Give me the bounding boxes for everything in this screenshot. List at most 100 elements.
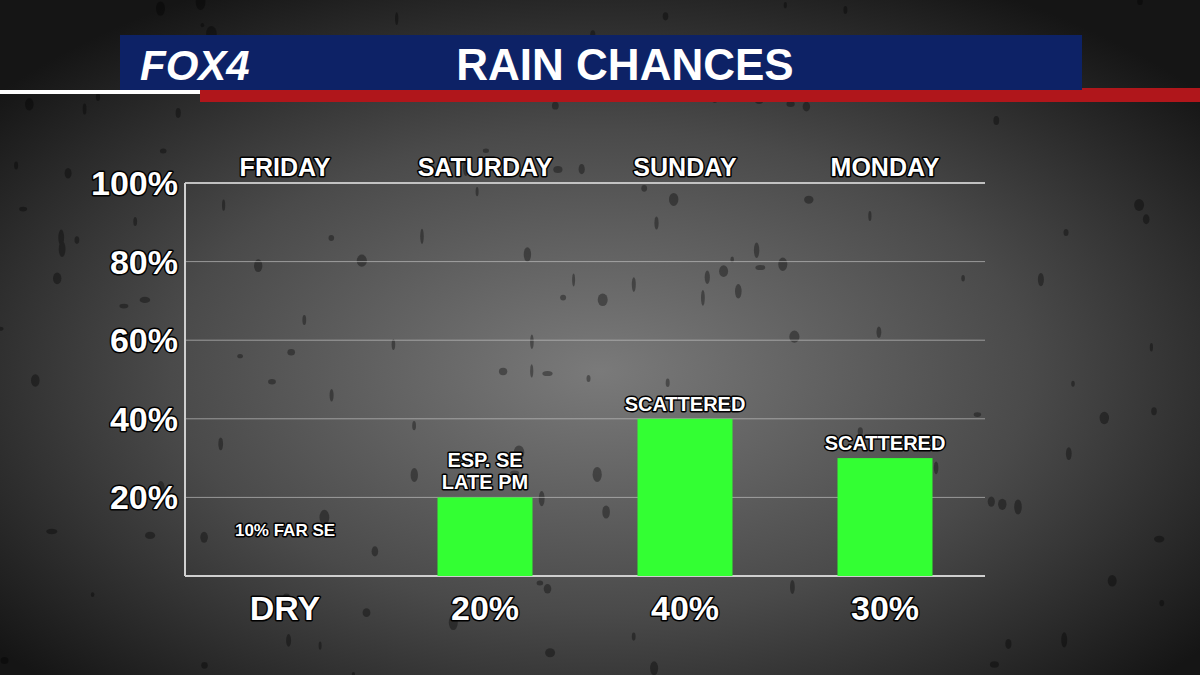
droplet: [363, 608, 371, 617]
droplet: [1150, 343, 1153, 352]
droplet: [46, 529, 57, 534]
droplet: [201, 23, 205, 27]
droplet: [1005, 639, 1011, 649]
droplet: [598, 293, 608, 306]
droplet: [156, 1, 165, 15]
droplet: [19, 207, 27, 212]
droplet: [237, 354, 243, 358]
annotation-line: SCATTERED: [825, 432, 946, 454]
droplet: [329, 235, 335, 241]
droplet: [31, 374, 40, 386]
droplet: [0, 327, 4, 331]
annotation: SCATTERED: [625, 393, 746, 415]
droplet: [877, 326, 882, 338]
droplet: [140, 297, 151, 303]
droplet: [735, 284, 742, 298]
droplet: [790, 580, 795, 594]
droplet: [1159, 600, 1164, 606]
droplet: [218, 438, 223, 451]
droplet: [1, 657, 9, 664]
bar: [638, 419, 733, 576]
droplet: [1038, 273, 1044, 286]
droplet: [75, 236, 80, 244]
tick-label: 100%: [91, 164, 178, 202]
droplet: [868, 211, 871, 221]
droplet: [998, 499, 1006, 510]
droplet: [778, 258, 787, 271]
tick-label: 60%: [110, 321, 178, 359]
droplet: [993, 116, 999, 125]
droplet: [372, 546, 379, 556]
droplet: [587, 375, 591, 382]
annotation-line: ESP. SE: [447, 449, 522, 471]
category-label: FRIDAY: [240, 153, 331, 181]
red-stripe: [200, 88, 1200, 102]
droplet: [1134, 199, 1144, 211]
droplet: [176, 108, 181, 118]
droplet: [602, 505, 610, 518]
value-label: DRY: [250, 589, 321, 627]
value-label: 40%: [651, 589, 719, 627]
annotation: SCATTERED: [825, 432, 946, 454]
droplet: [420, 229, 424, 244]
droplet: [593, 467, 602, 482]
droplet: [287, 349, 295, 356]
droplet: [632, 633, 636, 641]
droplet: [119, 304, 128, 309]
droplet: [145, 532, 155, 539]
droplet: [719, 265, 728, 277]
droplet: [83, 104, 87, 115]
droplet: [530, 364, 533, 377]
droplet: [286, 634, 291, 647]
droplet: [650, 661, 658, 675]
droplet: [352, 672, 355, 675]
droplet: [988, 496, 995, 506]
droplet: [666, 379, 670, 388]
droplet: [200, 532, 208, 543]
droplet: [412, 421, 416, 430]
droplet: [53, 272, 61, 284]
droplet: [1066, 447, 1072, 460]
droplet: [302, 315, 306, 325]
droplet: [1143, 214, 1150, 224]
title: RAIN CHANCES: [456, 40, 793, 89]
droplet: [395, 12, 398, 25]
grid-line: [185, 182, 985, 184]
droplet: [537, 581, 544, 586]
chart: FOX4RAIN CHANCES20%40%60%80%100%FRIDAYSA…: [0, 0, 1200, 675]
droplet: [201, 662, 208, 669]
droplet: [58, 230, 64, 246]
droplet: [1137, 0, 1143, 5]
droplet: [25, 98, 34, 110]
bar: [838, 458, 933, 576]
bar: [238, 576, 333, 577]
droplet: [974, 412, 981, 417]
droplet: [552, 102, 559, 110]
droplet: [499, 368, 507, 375]
title-banner: [120, 35, 1082, 90]
droplet: [663, 12, 669, 20]
droplet: [96, 93, 100, 101]
droplet: [542, 371, 552, 376]
droplet: [789, 331, 799, 343]
droplet: [669, 193, 678, 206]
droplet: [476, 187, 479, 196]
droplet: [1151, 407, 1157, 415]
value-label: 30%: [851, 589, 919, 627]
droplet: [545, 648, 555, 657]
droplet: [804, 196, 813, 204]
droplet: [803, 102, 810, 112]
droplet: [160, 149, 167, 154]
droplet: [754, 243, 759, 258]
droplet: [934, 461, 939, 474]
droplet: [701, 290, 705, 306]
y-axis: [184, 183, 186, 576]
droplet: [572, 273, 575, 286]
droplet: [357, 255, 367, 267]
tick-label: 40%: [110, 400, 178, 438]
white-stripe: [0, 90, 200, 94]
droplet: [268, 379, 276, 384]
category-label: MONDAY: [831, 153, 940, 181]
droplet: [843, 6, 847, 14]
droplet: [530, 335, 534, 350]
